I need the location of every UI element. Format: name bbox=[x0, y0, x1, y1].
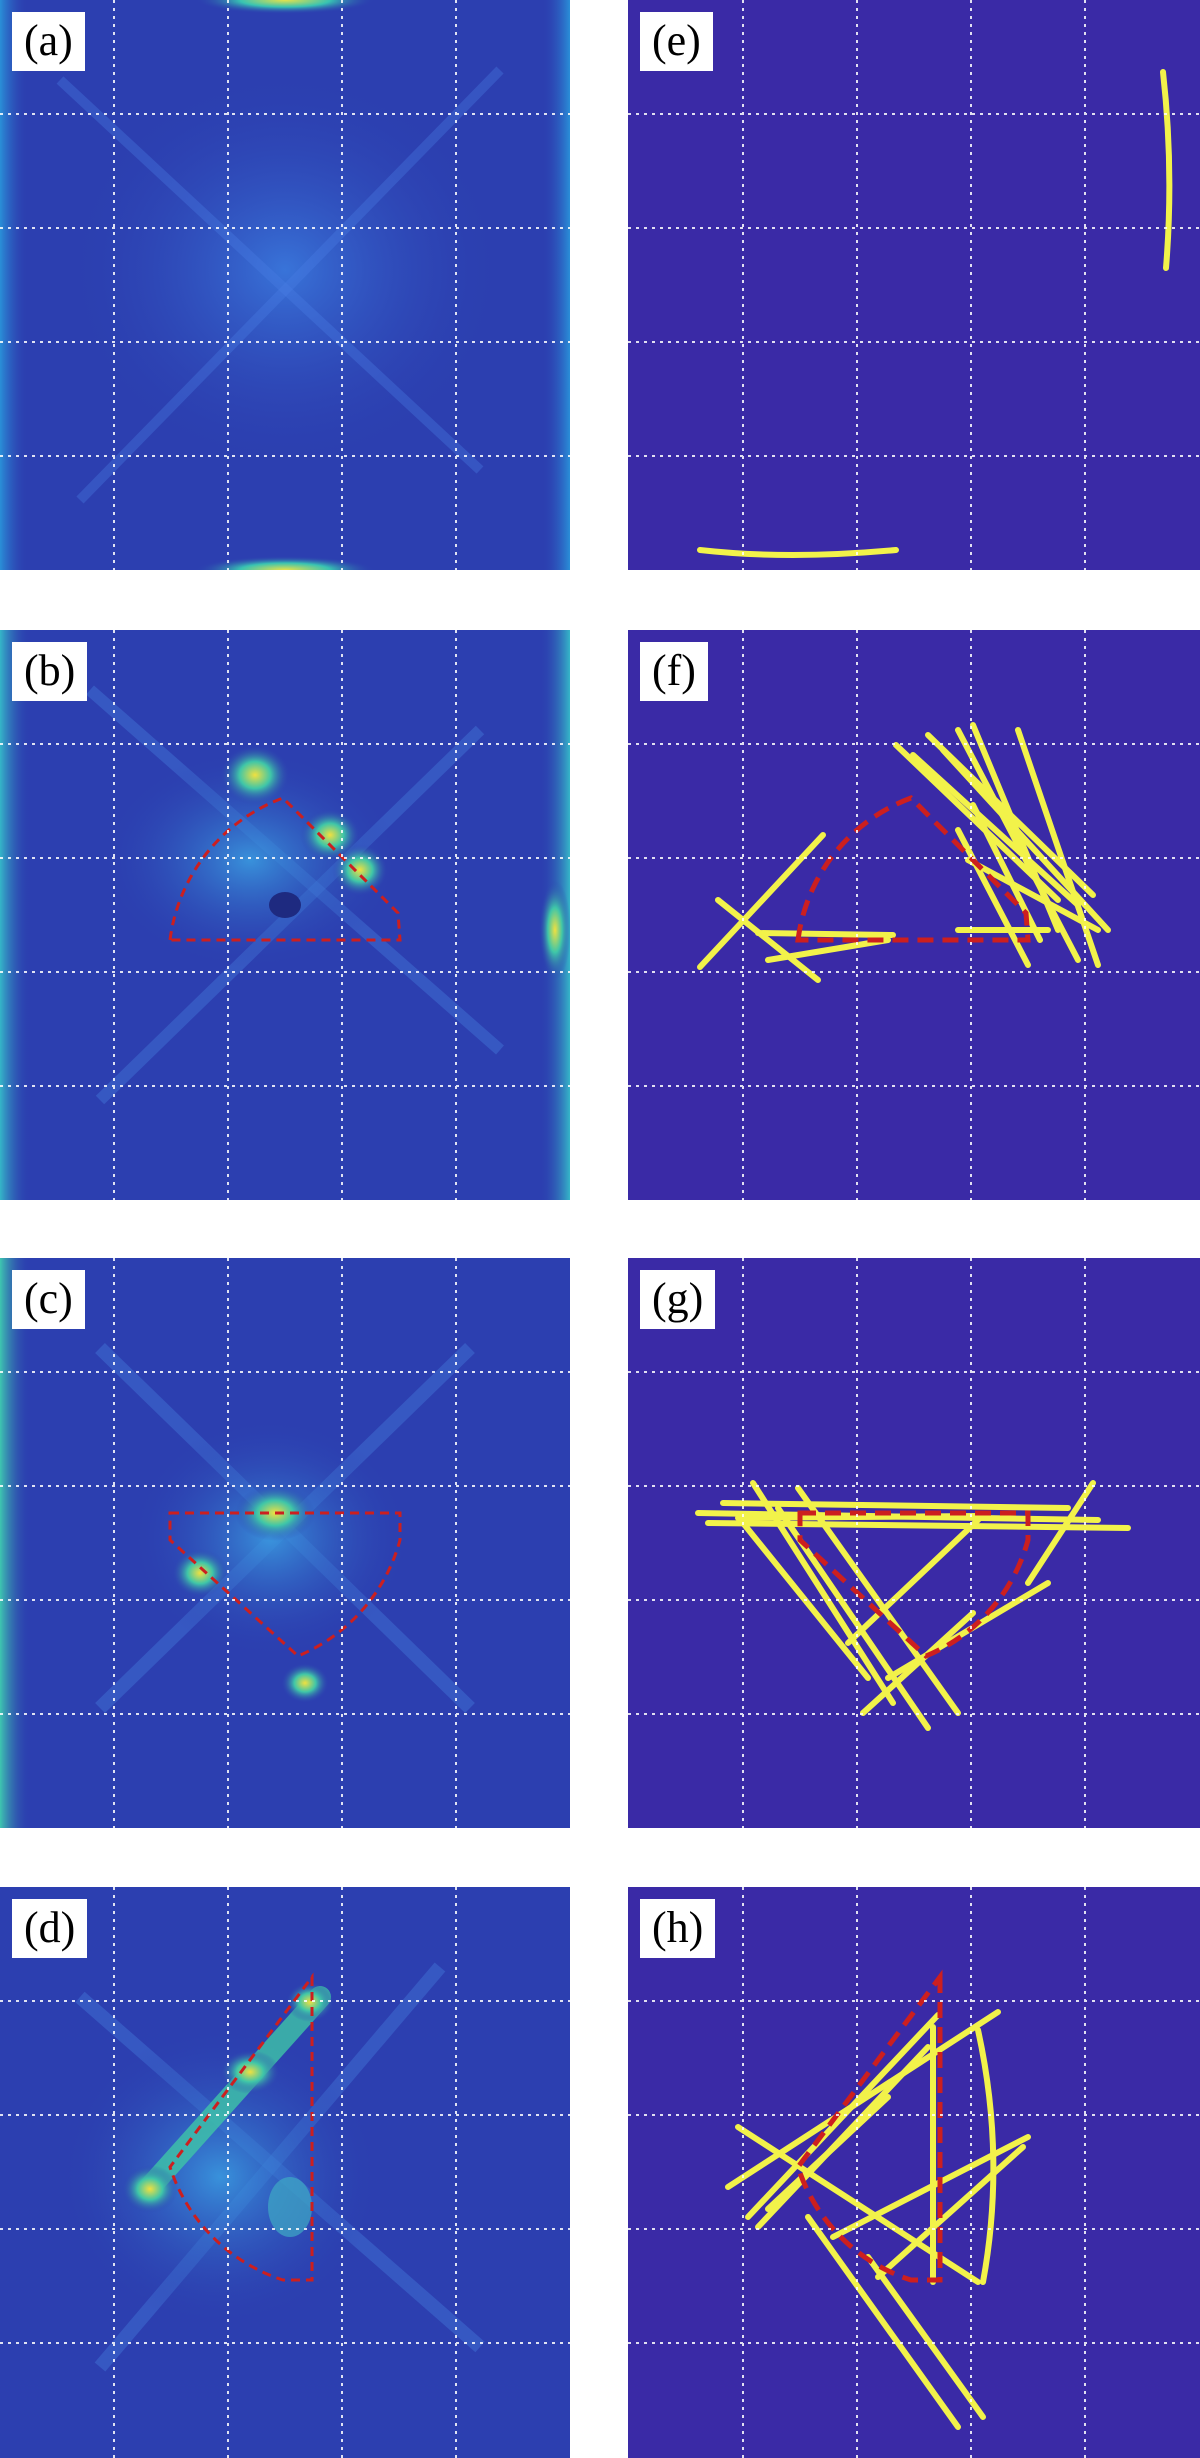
panel-f: (f) bbox=[628, 630, 1200, 1200]
feature-lines bbox=[697, 69, 1173, 558]
panel-label: (g) bbox=[640, 1270, 716, 1329]
hot-spot bbox=[281, 1663, 329, 1703]
grid bbox=[0, 1887, 570, 2458]
grid bbox=[0, 0, 570, 570]
binary-background bbox=[628, 1258, 1200, 1828]
feature-lines bbox=[695, 1480, 1131, 1731]
panel-label: (b) bbox=[12, 642, 88, 701]
dashed-outline bbox=[797, 1510, 1031, 1659]
grid bbox=[628, 630, 1200, 1200]
panel-g: (g) bbox=[628, 1258, 1200, 1828]
binary-background bbox=[628, 0, 1200, 570]
panel-c: (c) bbox=[0, 1258, 570, 1828]
grid bbox=[0, 1258, 570, 1828]
panel-label: (e) bbox=[640, 12, 713, 71]
hot-spot bbox=[220, 2050, 280, 2094]
dashed-outline bbox=[795, 795, 1031, 943]
panel-b: (b) bbox=[0, 630, 570, 1200]
hot-spot bbox=[286, 1982, 334, 2022]
dashed-outline bbox=[795, 1969, 943, 2283]
dashed-outline bbox=[168, 1511, 402, 1658]
panel-a: (a) bbox=[0, 0, 570, 570]
panel-label: (h) bbox=[640, 1899, 716, 1958]
hot-spot bbox=[220, 745, 290, 805]
grid bbox=[628, 0, 1200, 570]
hot-spot bbox=[539, 880, 570, 980]
panel-label: (f) bbox=[640, 642, 708, 701]
hot-spot bbox=[195, 0, 375, 14]
binary-background bbox=[628, 1887, 1200, 2458]
grid bbox=[628, 1258, 1200, 1828]
panel-label: (d) bbox=[12, 1899, 88, 1958]
panel-label: (a) bbox=[12, 12, 85, 71]
panel-h: (h) bbox=[628, 1887, 1200, 2458]
dashed-outline bbox=[168, 796, 402, 942]
panel-e: (e) bbox=[628, 0, 1200, 570]
dashed-outline bbox=[168, 1972, 314, 2282]
grid bbox=[0, 630, 570, 1200]
feature-lines bbox=[725, 2009, 1031, 2430]
hot-spot bbox=[300, 809, 360, 861]
hot-spot bbox=[122, 2165, 178, 2213]
binary-background bbox=[628, 630, 1200, 1200]
feature-lines bbox=[697, 722, 1111, 983]
hot-spot bbox=[332, 844, 388, 896]
hot-spot bbox=[195, 556, 375, 570]
panel-label: (c) bbox=[12, 1270, 85, 1329]
hot-spot bbox=[172, 1549, 228, 1597]
panel-d: (d) bbox=[0, 1887, 570, 2458]
